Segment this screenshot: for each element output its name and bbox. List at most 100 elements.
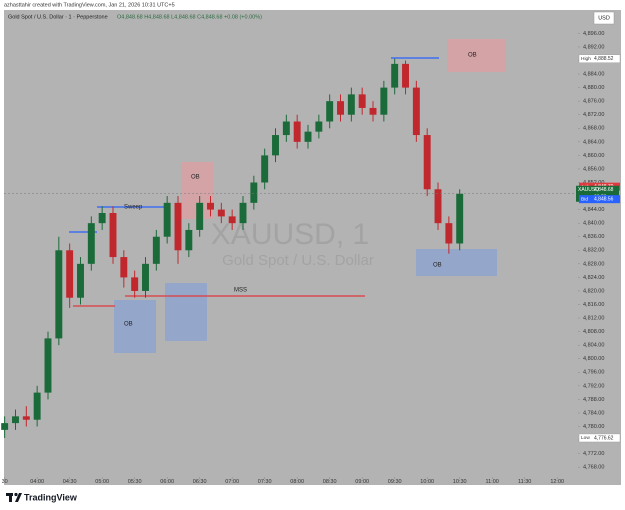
- y-tick-label: 4,868.00: [583, 126, 604, 132]
- candle-body: [131, 277, 139, 291]
- candle-body: [326, 101, 334, 122]
- order-block[interactable]: [416, 249, 497, 276]
- y-tick-label: 4,896.00: [583, 31, 604, 37]
- x-tick-label: 08:00: [290, 479, 304, 485]
- y-tick-label: 4,780.00: [583, 424, 604, 430]
- y-tick-label: 4,824.00: [583, 275, 604, 281]
- candle-body: [87, 223, 95, 264]
- candle-body: [152, 236, 160, 264]
- candle-body: [445, 223, 453, 244]
- mss-label: MSS: [234, 288, 247, 294]
- candle-body: [120, 257, 128, 278]
- candle-body: [391, 63, 399, 88]
- y-tick-label: 4,872.00: [583, 112, 604, 118]
- candle-body: [55, 250, 63, 339]
- ob-label: OB: [468, 53, 477, 59]
- currency[interactable]: USD: [598, 15, 610, 21]
- y-tick-label: 4,864.00: [583, 139, 604, 145]
- x-tick-label: 08:30: [323, 479, 337, 485]
- x-tick-label: 11:00: [486, 479, 499, 485]
- price-tag-name: Bid: [581, 196, 588, 202]
- ob-label: OB: [433, 263, 442, 269]
- price-tag-label: 4,776.62: [594, 435, 614, 441]
- y-tick-label: 4,840.00: [583, 221, 604, 227]
- candle-body: [163, 202, 171, 237]
- price-tag-name: XAUUSD: [578, 187, 599, 193]
- x-tick-label: 10:30: [453, 479, 467, 485]
- x-tick-label: 05:00: [95, 479, 109, 485]
- candle-body: [434, 189, 442, 224]
- x-tick-label: 04:30: [63, 479, 77, 485]
- price-tag: [579, 195, 620, 204]
- brand: TradingView: [24, 492, 78, 502]
- ob-label: OB: [124, 322, 133, 328]
- candle-body: [22, 416, 30, 420]
- candle-body: [98, 212, 106, 224]
- candle-body: [12, 416, 19, 424]
- watermark-name: Gold Spot / U.S. Dollar: [222, 252, 374, 269]
- watermark-symbol: XAUUSD, 1: [211, 218, 369, 251]
- currency-box[interactable]: [593, 11, 615, 25]
- y-tick-label: 4,788.00: [583, 397, 604, 403]
- candle-body: [33, 392, 41, 420]
- candle-body: [337, 101, 344, 115]
- y-tick-label: 4,792.00: [583, 383, 604, 389]
- price-tag-name: High: [581, 56, 591, 62]
- order-block[interactable]: [447, 39, 506, 72]
- y-tick-label: 4,836.00: [583, 234, 604, 240]
- candle-body: [1, 423, 9, 430]
- x-tick-label: 05:30: [128, 479, 142, 485]
- candle-body: [217, 209, 225, 217]
- candle-body: [228, 216, 236, 224]
- candle-body: [185, 229, 193, 251]
- y-tick-label: 4,828.00: [583, 261, 604, 267]
- candle-body: [272, 135, 279, 156]
- y-tick-label: 4,796.00: [583, 370, 604, 376]
- candle-body: [109, 212, 117, 258]
- x-tick-label: 10:00: [420, 479, 434, 485]
- candle-body: [412, 87, 420, 136]
- price-tag-label: 4,848.68: [594, 187, 614, 193]
- price-tag-label: 4,848.56: [594, 196, 614, 202]
- candle-body: [293, 121, 301, 142]
- candle-body: [304, 131, 312, 142]
- symbol-line: Gold Spot / U.S. Dollar · 1 · Pepperston…: [8, 14, 108, 20]
- order-block[interactable]: [114, 300, 156, 353]
- price-axis: [578, 10, 621, 477]
- y-tick-label: 4,812.00: [583, 316, 604, 322]
- candle-body: [196, 202, 204, 230]
- brand-logo: [6, 492, 22, 502]
- y-tick-label: 4,784.00: [583, 410, 604, 416]
- y-tick-label: 4,816.00: [583, 302, 604, 308]
- candle-body: [423, 135, 431, 190]
- ohlc-line: O4,848.68 H4,848.68 L4,848.68 C4,848.68 …: [117, 14, 262, 20]
- order-block[interactable]: [165, 283, 207, 341]
- y-tick-label: 4,832.00: [583, 248, 604, 254]
- x-tick-label: 11:30: [518, 479, 531, 485]
- credit: azhasttahir created with TradingView.com…: [4, 2, 175, 8]
- y-tick-label: 4,772.00: [583, 451, 604, 457]
- y-tick-label: 4,856.00: [583, 166, 604, 172]
- candle-body: [456, 193, 464, 244]
- candle-body: [282, 121, 290, 136]
- candle-body: [358, 94, 366, 108]
- price-tag: [578, 433, 621, 443]
- x-tick-label: 09:30: [388, 479, 402, 485]
- candle-body: [380, 87, 388, 115]
- candle-body: [402, 63, 409, 88]
- sweep-label: Sweep: [124, 205, 143, 211]
- candle-body: [44, 338, 52, 393]
- time-axis: [4, 477, 621, 485]
- y-tick-label: 4,800.00: [583, 356, 604, 362]
- ob-label: OB: [191, 175, 200, 181]
- candle-body: [369, 107, 377, 115]
- candle-body: [77, 263, 84, 298]
- plot-area: [4, 10, 578, 477]
- candle-body: [207, 202, 214, 210]
- candle-body: [315, 121, 323, 132]
- candle-body: [250, 182, 258, 203]
- y-tick-label: 4,804.00: [583, 343, 604, 349]
- price-tag-name: Low: [581, 435, 590, 441]
